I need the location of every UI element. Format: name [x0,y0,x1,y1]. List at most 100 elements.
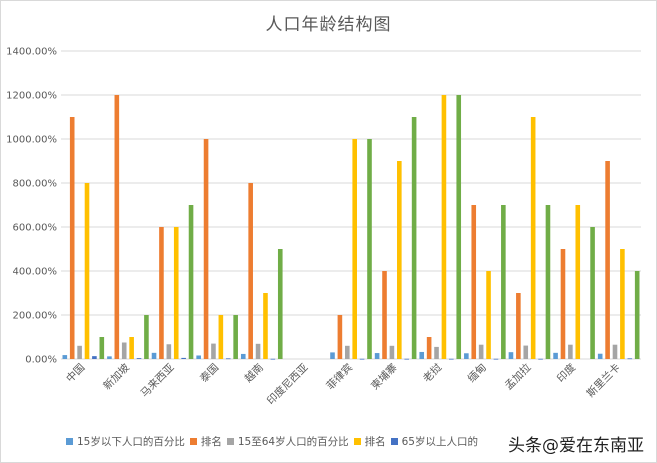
legend-item: 65岁以上人口的 [390,434,478,449]
y-axis-ticks: 0.00% 200.00% 400.00% 600.00% 800.00% 1000.00… [6,47,57,366]
legend-label: 排名 [364,435,386,448]
bar [627,358,633,360]
bar [620,249,625,359]
bar [374,353,380,359]
bar [136,358,142,359]
bar [218,315,224,359]
x-category-label: 菲律宾 [324,361,355,392]
bar [121,342,127,359]
bar [575,205,581,359]
y-tick-label: 0.00% [25,355,57,366]
bar [352,139,357,359]
x-category-label: 老挝 [420,361,444,385]
legend-swatch [226,437,234,445]
bar [196,355,201,359]
y-tick-label: 600.00% [13,223,58,234]
bar [426,337,432,359]
legend-label: 排名 [200,435,222,448]
bar [84,183,90,359]
x-category-label: 斯里兰卡 [584,361,623,400]
x-category-label: 中国 [63,361,87,385]
bar [225,358,231,360]
bar [590,227,595,359]
legend-label: 15岁以下人口的百分比 [77,435,185,448]
chart-title: 人口年龄结构图 [265,15,392,35]
bar [173,227,179,359]
bar [166,344,172,359]
bar [464,353,469,359]
bar [345,345,350,359]
x-category-label: 印度尼西亚 [264,361,311,408]
bar [211,343,216,359]
bar [553,352,558,359]
bar [144,315,149,359]
bar [560,249,566,359]
x-category-label: 新加坡 [101,361,133,393]
bar-series [62,95,640,360]
bar [159,227,164,359]
legend-swatch [189,437,197,445]
bar [77,345,82,359]
bar [501,205,506,359]
bar [69,117,75,359]
x-category-label: 孟加拉 [502,361,534,393]
y-tick-label: 1000.00% [6,135,57,146]
bar [434,346,439,359]
x-category-label: 越南 [242,361,266,385]
bar [389,345,395,359]
legend-item: 排名 [353,434,386,449]
bar [181,357,186,359]
bar [151,352,157,359]
bar [523,345,529,359]
bar [248,183,253,359]
bar [359,358,365,360]
x-axis-categories: 中国 新加坡 马来西亚 泰国 越南 印度尼西亚 菲律宾 柬埔寨 老挝 缅甸 孟加拉 印度 斯里兰卡 [63,361,622,408]
bar [107,356,112,359]
legend-item: 15岁以下人口的百分比 [66,434,185,449]
legend-swatch [353,437,361,445]
bar [255,343,261,359]
x-category-label: 泰国 [197,361,221,385]
gridlines [61,50,641,360]
bar [330,352,335,359]
bar [545,205,551,359]
bar [568,344,573,359]
watermark: 头条@爱在东南亚 [508,436,644,456]
legend-item: 排名 [189,434,222,449]
chart-legend: 15岁以下人口的百分比 排名 15至64岁人口的百分比 排名 65岁以上人口的 [66,433,483,449]
legend-item: 15至64岁人口的百分比 [226,434,349,449]
y-tick-label: 800.00% [13,179,58,190]
legend-label: 65岁以上人口的 [401,435,478,448]
legend-swatch [390,437,398,445]
bar [634,271,640,359]
bar [233,315,238,359]
bar [114,95,120,359]
bar [478,344,484,359]
x-category-label: 柬埔寨 [368,361,400,393]
bar [538,358,543,360]
bar [397,161,402,359]
bar [508,352,514,359]
bar [188,205,194,359]
bar [270,358,276,360]
y-tick-label: 200.00% [13,311,58,322]
bar [240,353,246,359]
bar [486,271,491,359]
y-tick-label: 1200.00% [6,91,57,102]
bar [92,356,97,359]
bar [493,358,499,360]
bar [441,95,447,359]
bar [263,293,268,359]
x-category-label: 马来西亚 [138,361,177,400]
legend-swatch [66,437,73,445]
bar [612,344,618,359]
bar [203,139,209,359]
legend-label: 15至64岁人口的百分比 [237,435,349,448]
x-category-label: 印度 [554,361,578,385]
bar [404,358,410,360]
x-category-label: 缅甸 [465,361,489,385]
bar [367,139,372,359]
bar [62,355,68,359]
bar [449,358,454,360]
